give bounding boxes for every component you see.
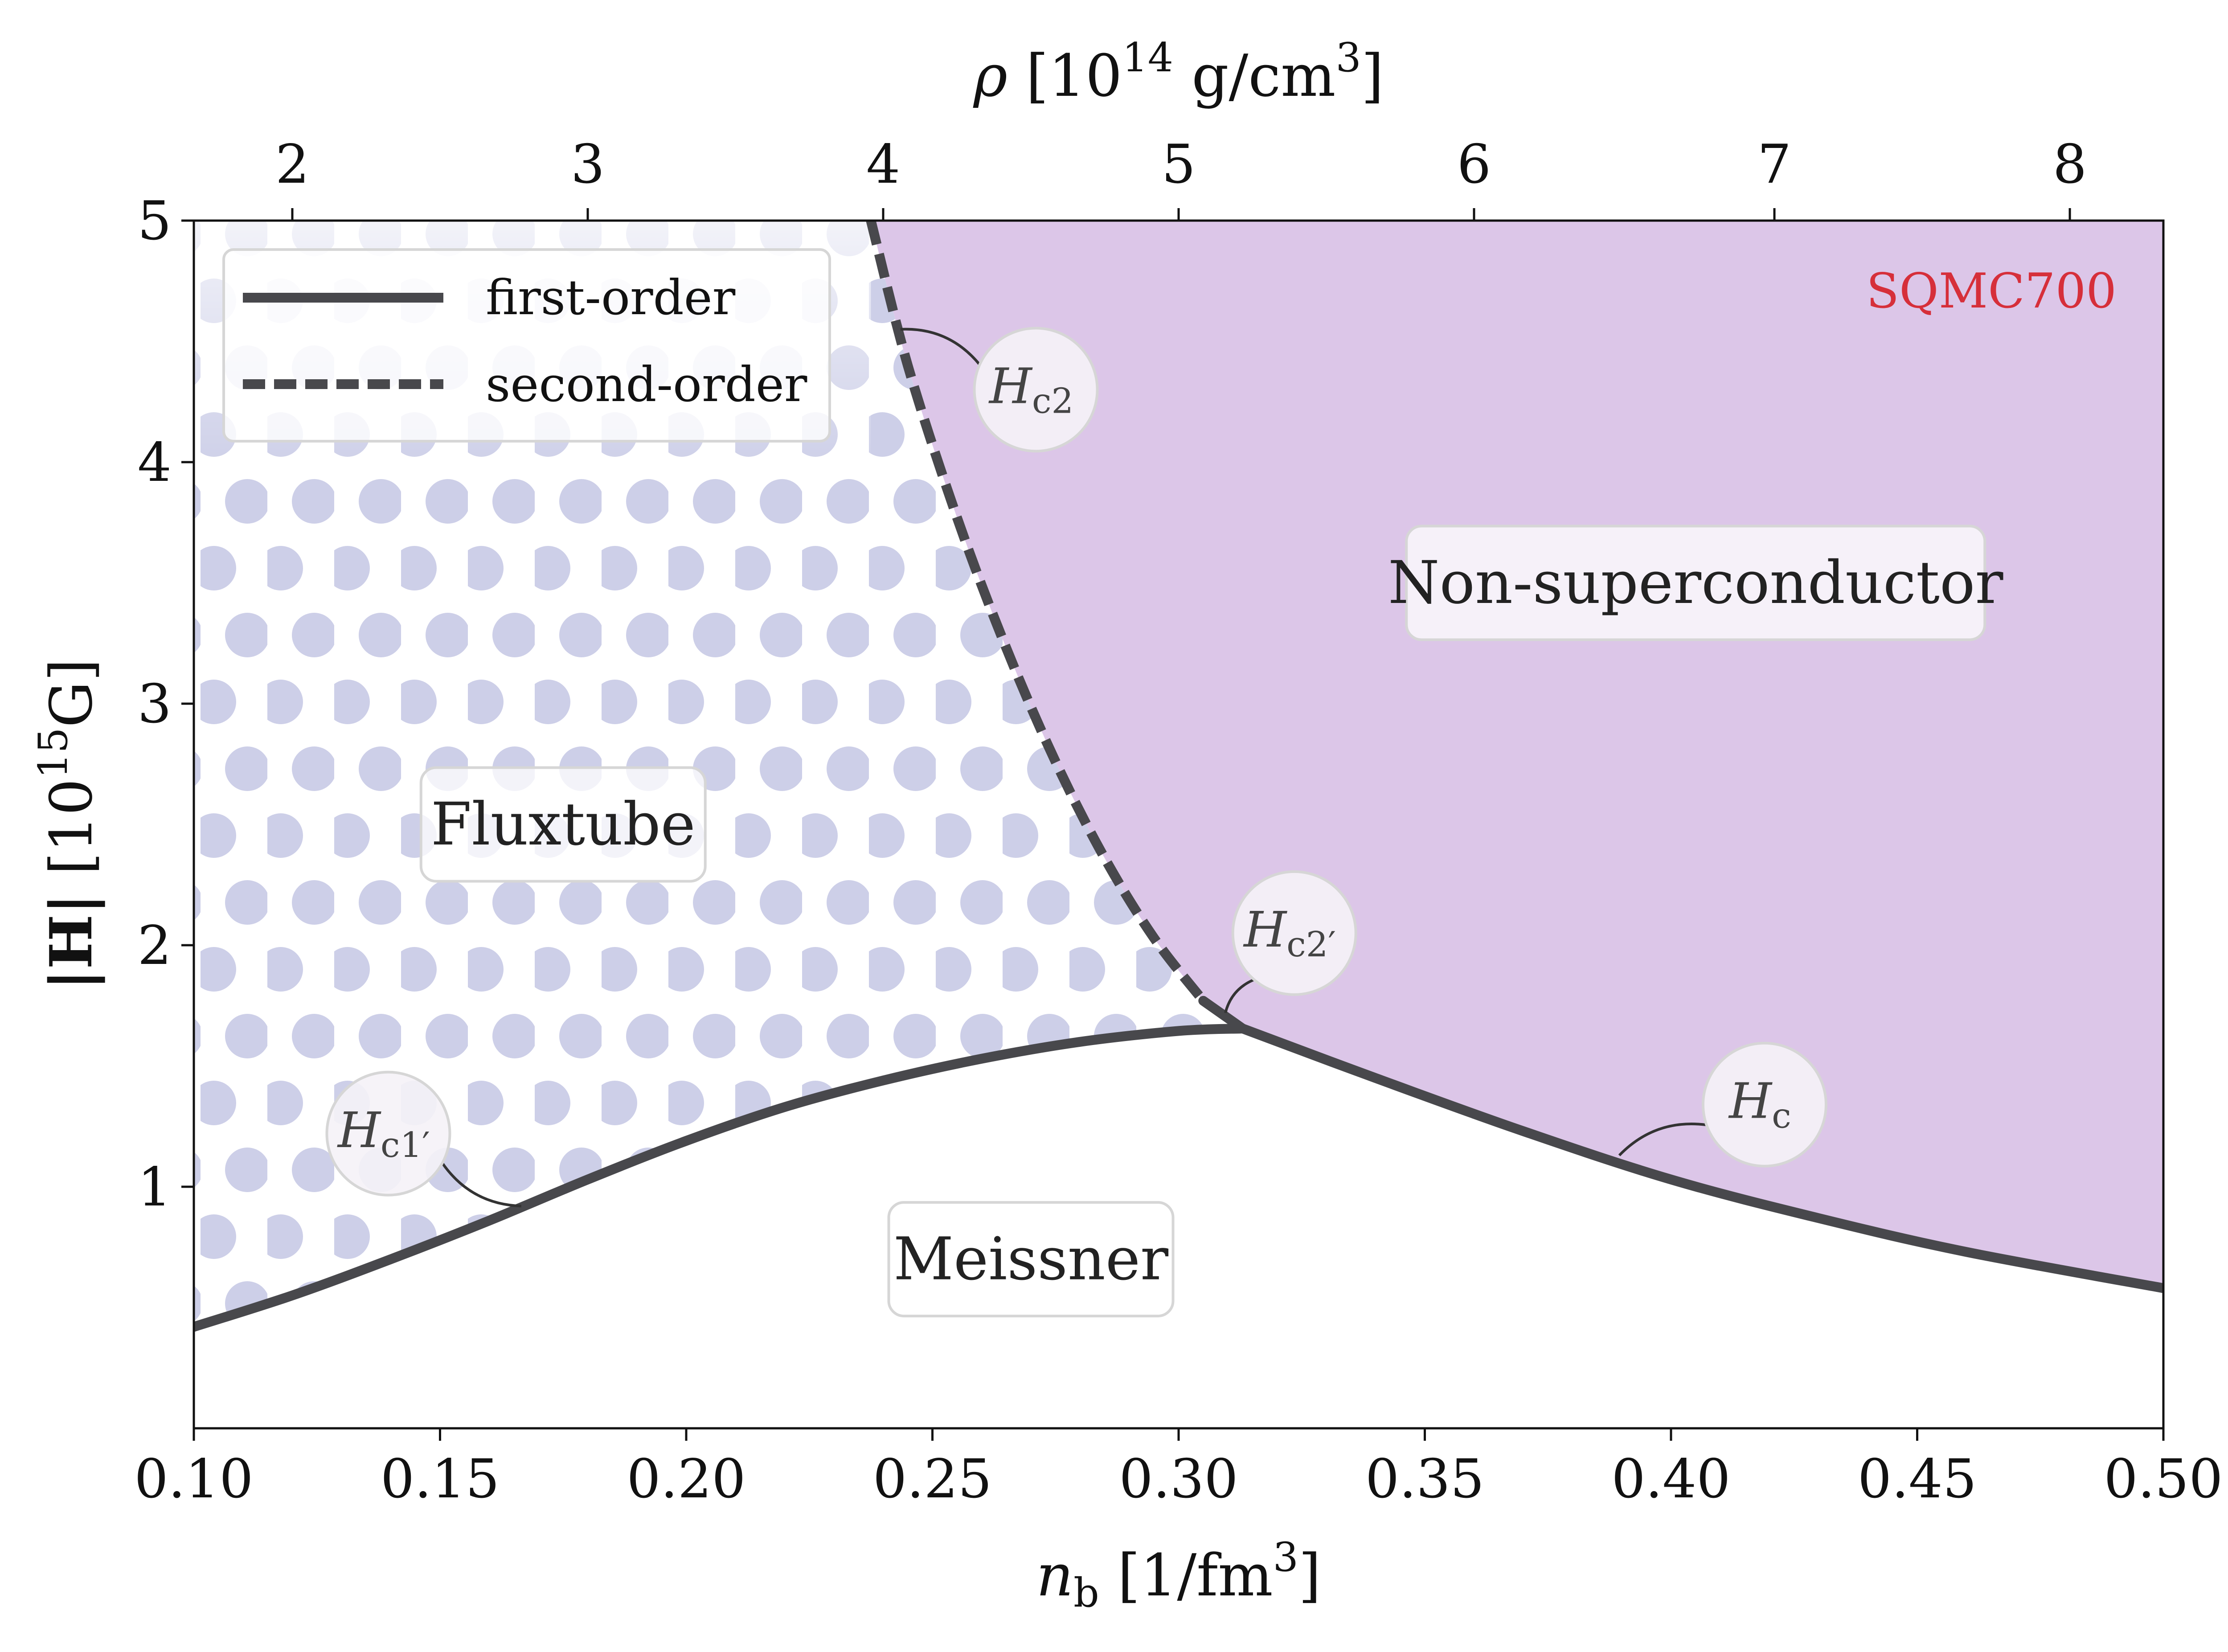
hc1-prime-marker-label: Hc1′ [337,1102,430,1165]
non-superconductor-region [871,221,2163,1288]
top-tick-label: 5 [1162,134,1196,196]
hc2-leader-line [900,328,981,366]
x-tick-label: 0.20 [627,1448,745,1510]
top-x-axis: 2 3 4 5 6 7 8 [275,134,2087,221]
fluxtube-region [194,221,1243,1327]
top-tick-label: 3 [571,134,605,196]
marker-leader-lines [441,328,1707,1208]
x-tick-label: 0.10 [134,1448,253,1510]
y-tick-label: 3 [138,673,172,735]
x-tick-label: 0.15 [381,1448,500,1510]
non-superconductor-label-box [1405,525,1986,641]
legend-second-order-label: second-order [486,357,807,413]
top-x-axis-label: ρ [1014 g/cm3] [973,34,1384,110]
hc2-prime-leader-line [1224,978,1255,1013]
hc2-prime-marker-label: Hc2′ [1243,901,1336,965]
hc1-prime-curve [194,1024,1248,1332]
hc2-marker-label: Hc2 [988,357,1073,421]
hc1-prime-leader-line [441,1162,521,1208]
x-tick-label: 0.40 [1611,1448,1730,1510]
hc-marker-bubble [1701,1041,1827,1168]
y-axis-label: |H| [1015G] [30,659,105,990]
meissner-label-box [887,1201,1175,1318]
hc1-prime-marker-bubble [325,1070,451,1197]
top-tick-label: 6 [1457,134,1491,196]
y-tick-label: 1 [138,1156,172,1218]
phase-boundary-curves [194,221,2163,1332]
model-label: SQMC700 [1866,263,2117,319]
left-y-axis: 1 2 3 4 5 [138,190,194,1218]
non-superconductor-label: Non-superconductor [1388,549,2003,617]
top-tick-label: 2 [275,134,309,196]
y-tick-label: 4 [138,432,172,494]
hc-curve [1237,1024,2163,1293]
hc2-dashed-curve [866,221,1207,1004]
critical-field-markers: Hc2 Hc2′ Hc1′ Hc [325,327,1827,1197]
hc2-prime-marker-bubble [1231,870,1357,996]
legend-first-order-label: first-order [486,270,736,326]
legend: first-order second-order [222,248,831,443]
y-tick-label: 2 [138,915,172,977]
hc2-marker-bubble [973,327,1099,453]
x-axis-label: nb [1/fm3] [1036,1534,1321,1616]
x-tick-label: 0.45 [1858,1448,1977,1510]
x-tick-label: 0.30 [1119,1448,1238,1510]
hc-marker-label: Hc [1728,1073,1791,1136]
top-tick-label: 4 [866,134,900,196]
hc-leader-line [1618,1123,1707,1156]
meissner-label: Meissner [893,1225,1169,1294]
x-tick-label: 0.35 [1365,1448,1484,1510]
fluxtube-label: Fluxtube [431,790,696,859]
region-labels: Fluxtube Non-superconductor Meissner [419,525,2003,1318]
top-tick-label: 8 [2053,134,2087,196]
x-tick-label: 0.50 [2104,1448,2223,1510]
bottom-x-axis: 0.10 0.15 0.20 0.25 0.30 0.35 0.40 0.45 0.50 [134,1428,2223,1510]
top-tick-label: 7 [1757,134,1791,196]
y-tick-label: 5 [138,190,172,252]
x-tick-label: 0.25 [873,1448,992,1510]
fluxtube-label-box [419,766,707,883]
